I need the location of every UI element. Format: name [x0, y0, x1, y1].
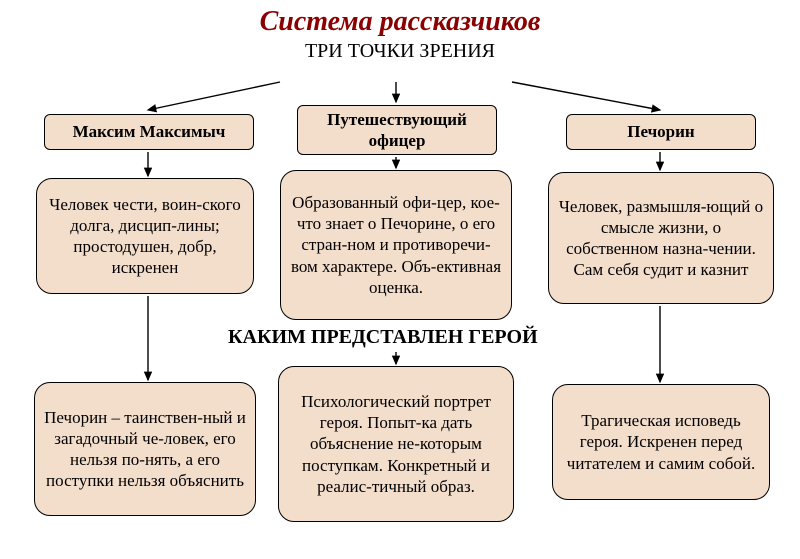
subtitle-hero-presented: КАКИМ ПРЕДСТАВЛЕН ГЕРОЙ [228, 326, 538, 349]
subtitle-three-pov: ТРИ ТОЧКИ ЗРЕНИЯ [0, 40, 800, 63]
desc1-pechorin: Человек, размышля-ющий о смысле жизни, о… [548, 172, 774, 304]
narrator-box-pechorin: Печорин [566, 114, 756, 150]
narrator-box-officer: Путешествующий офицер [297, 105, 497, 155]
desc2-officer: Психологический портрет героя. Попыт-ка … [278, 366, 514, 522]
desc1-officer: Образованный офи-цер, кое-что знает о Пе… [280, 170, 512, 320]
desc2-maksimych: Печорин – таинствен-ный и загадочный че-… [34, 382, 256, 516]
desc1-maksimych: Человек чести, воин-ского долга, дисцип-… [36, 178, 254, 294]
narrator-box-maksimych: Максим Максимыч [44, 114, 254, 150]
page-title: Система рассказчиков [0, 6, 800, 38]
desc2-pechorin: Трагическая исповедь героя. Искренен пер… [552, 384, 770, 500]
